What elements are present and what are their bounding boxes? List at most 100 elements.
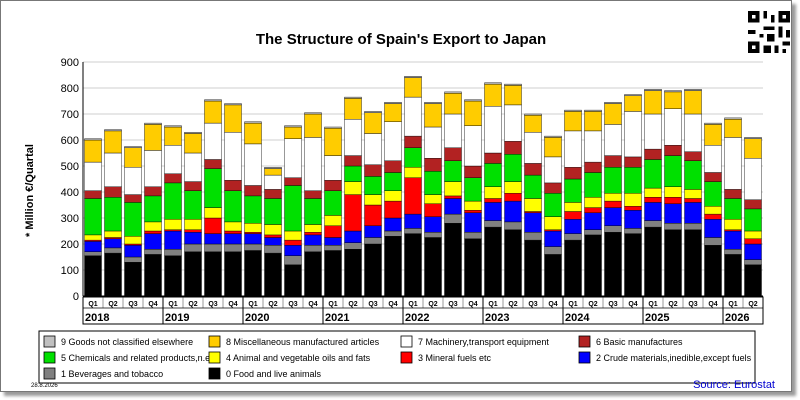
bar-segment xyxy=(244,122,262,145)
bar-segment xyxy=(84,251,102,256)
source-label: Source: Eurostat xyxy=(693,379,775,391)
bar-segment xyxy=(564,130,582,168)
bar-segment xyxy=(164,125,182,128)
bar-segment xyxy=(464,125,482,167)
bar-segment xyxy=(84,139,102,163)
bar-segment xyxy=(504,200,522,223)
bar-segment xyxy=(584,109,602,112)
bar-segment xyxy=(464,238,482,297)
bar-segment xyxy=(104,238,122,249)
bar-segment xyxy=(304,251,322,297)
bar-segment xyxy=(564,111,582,132)
bar-segment xyxy=(284,126,302,139)
bar-segment xyxy=(364,176,382,195)
bar-segment xyxy=(324,128,342,156)
bar-segment xyxy=(744,230,762,240)
bar-segment xyxy=(284,239,302,246)
bar-segment xyxy=(304,234,322,246)
bar-segment xyxy=(644,148,662,160)
bar-segment xyxy=(544,135,562,138)
bar-segment xyxy=(504,154,522,182)
bar-segment xyxy=(404,228,422,234)
bar-segment xyxy=(124,194,142,203)
bar-segment xyxy=(324,155,342,181)
bar-segment xyxy=(624,206,642,211)
bar-segment xyxy=(684,151,702,161)
quarter-tick-label: Q2 xyxy=(748,301,757,308)
bar-segment xyxy=(704,219,722,238)
bar-segment xyxy=(584,161,602,173)
bar-segment xyxy=(144,124,162,151)
y-tick-label: 100 xyxy=(61,265,79,277)
quarter-tick-label: Q2 xyxy=(588,301,597,308)
bar-segment xyxy=(664,155,682,188)
quarter-tick-label: Q4 xyxy=(468,301,477,308)
bar-segment xyxy=(424,157,442,172)
bar-segment xyxy=(224,221,242,232)
bar-segment xyxy=(624,111,642,158)
bar-segment xyxy=(224,103,242,106)
chart-title: The Structure of Spain's Export to Japan xyxy=(255,31,547,48)
bar-segment xyxy=(544,137,562,158)
bar-segment xyxy=(84,161,102,191)
bar-segment xyxy=(264,167,282,169)
bar-segment xyxy=(324,215,342,226)
bar-segment xyxy=(544,216,562,230)
bar-segment xyxy=(384,200,402,219)
bar-segment xyxy=(164,182,182,220)
bar-segment xyxy=(244,195,262,224)
bar-segment xyxy=(364,112,382,134)
bar-segment xyxy=(604,193,622,202)
bar-segment xyxy=(424,102,442,104)
bar-segment xyxy=(284,125,302,128)
bar-segment xyxy=(424,203,442,217)
bar-segment xyxy=(504,221,522,230)
bar-segment xyxy=(104,129,122,132)
legend-item: 7 Machinery,transport equipment xyxy=(418,337,549,347)
bar-segment xyxy=(464,177,482,202)
bar-segment xyxy=(204,207,222,219)
bar-segment xyxy=(564,109,582,112)
year-label: 2024 xyxy=(565,312,590,324)
bar-segment xyxy=(284,245,302,256)
quarter-tick-label: Q3 xyxy=(608,301,617,308)
bar-segment xyxy=(724,219,742,230)
legend-swatch xyxy=(400,351,413,364)
bar-segment xyxy=(424,126,442,159)
bar-segment xyxy=(104,152,122,187)
bar-segment xyxy=(504,193,522,202)
bar-segment xyxy=(444,181,462,197)
bar-segment xyxy=(204,122,222,160)
bar-segment xyxy=(664,229,682,297)
bar-segment xyxy=(604,155,622,168)
bar-segment xyxy=(644,187,662,198)
bar-segment xyxy=(524,131,542,164)
bar-segment xyxy=(664,91,682,110)
bar-segment xyxy=(404,135,422,149)
year-label: 2023 xyxy=(485,312,509,324)
bar-segment xyxy=(644,202,662,221)
legend-swatch xyxy=(208,367,221,380)
bar-segment xyxy=(384,160,402,173)
bar-segment xyxy=(244,250,262,297)
bar-segment xyxy=(464,200,482,211)
bar-segment xyxy=(704,122,722,125)
bar-segment xyxy=(104,247,122,254)
legend-swatch xyxy=(400,335,413,348)
chart-frame: The Structure of Spain's Export to Japan… xyxy=(0,0,792,392)
bar-segment xyxy=(704,213,722,220)
bar-segment xyxy=(444,213,462,224)
bar-segment xyxy=(724,198,742,220)
quarter-tick-label: Q4 xyxy=(148,301,157,308)
bar-segment xyxy=(604,124,622,156)
bar-segment xyxy=(284,177,302,186)
bar-segment xyxy=(124,202,142,237)
bar-segment xyxy=(144,221,162,232)
bar-segment xyxy=(304,245,322,253)
bar-segment xyxy=(264,245,282,254)
bar-segment xyxy=(724,189,742,199)
bar-segment xyxy=(464,209,482,213)
bar-segment xyxy=(184,152,202,182)
bar-segment xyxy=(564,233,582,241)
bar-segment xyxy=(344,118,362,156)
